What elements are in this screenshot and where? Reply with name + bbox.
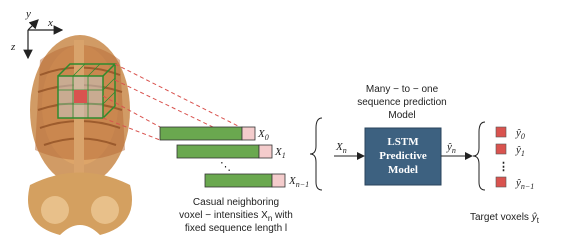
caption: fixed sequence length l xyxy=(185,223,287,234)
text-part: voxel − intensities X xyxy=(179,210,268,221)
sequence-label: Xn−1 xyxy=(288,175,309,189)
text-part: 0 xyxy=(521,132,525,141)
brace xyxy=(310,118,322,190)
axis-label: x xyxy=(47,17,53,29)
text-part: n−1 xyxy=(521,182,534,191)
text-part: t xyxy=(537,216,540,225)
axis-label: y xyxy=(25,8,31,20)
model-label: Model xyxy=(388,164,418,176)
text-part: Target voxels xyxy=(470,212,532,223)
caption: Target voxels ŷt xyxy=(470,212,540,225)
target-label: ŷ0 xyxy=(515,127,525,141)
text-part: n xyxy=(343,146,347,155)
sequence-label: X0 xyxy=(257,128,269,142)
brace xyxy=(473,122,485,190)
caption: Model xyxy=(388,110,415,121)
text-part: 0 xyxy=(265,133,269,142)
model-label: LSTM xyxy=(387,136,419,148)
input-label: Xn xyxy=(335,141,347,155)
diagram: y x z ⋱ X0 X1 Xn−1 Casual neighboring vo… xyxy=(0,0,563,243)
caption: voxel − intensities Xn with xyxy=(179,210,293,223)
text-part: with xyxy=(272,210,293,221)
caption: Many − to − one xyxy=(366,84,439,95)
text-part: n xyxy=(452,146,456,155)
text-part: 1 xyxy=(282,151,286,160)
model-label: Predictive xyxy=(379,150,427,162)
target-label: ŷn−1 xyxy=(515,177,534,191)
caption: sequence prediction xyxy=(357,97,447,108)
lstm-box: LSTM Predictive Model xyxy=(365,128,441,185)
target-label: ŷ1 xyxy=(515,144,525,158)
output-label: ŷn xyxy=(446,141,456,155)
axis-label: z xyxy=(10,41,16,53)
text-part: n−1 xyxy=(296,180,309,189)
ellipsis: ⋮ xyxy=(498,161,509,173)
caption: Casual neighboring xyxy=(193,197,279,208)
sequence-label: X1 xyxy=(274,146,286,160)
target-voxels xyxy=(496,127,506,187)
ellipsis: ⋱ xyxy=(220,161,231,173)
text-part: 1 xyxy=(521,149,525,158)
